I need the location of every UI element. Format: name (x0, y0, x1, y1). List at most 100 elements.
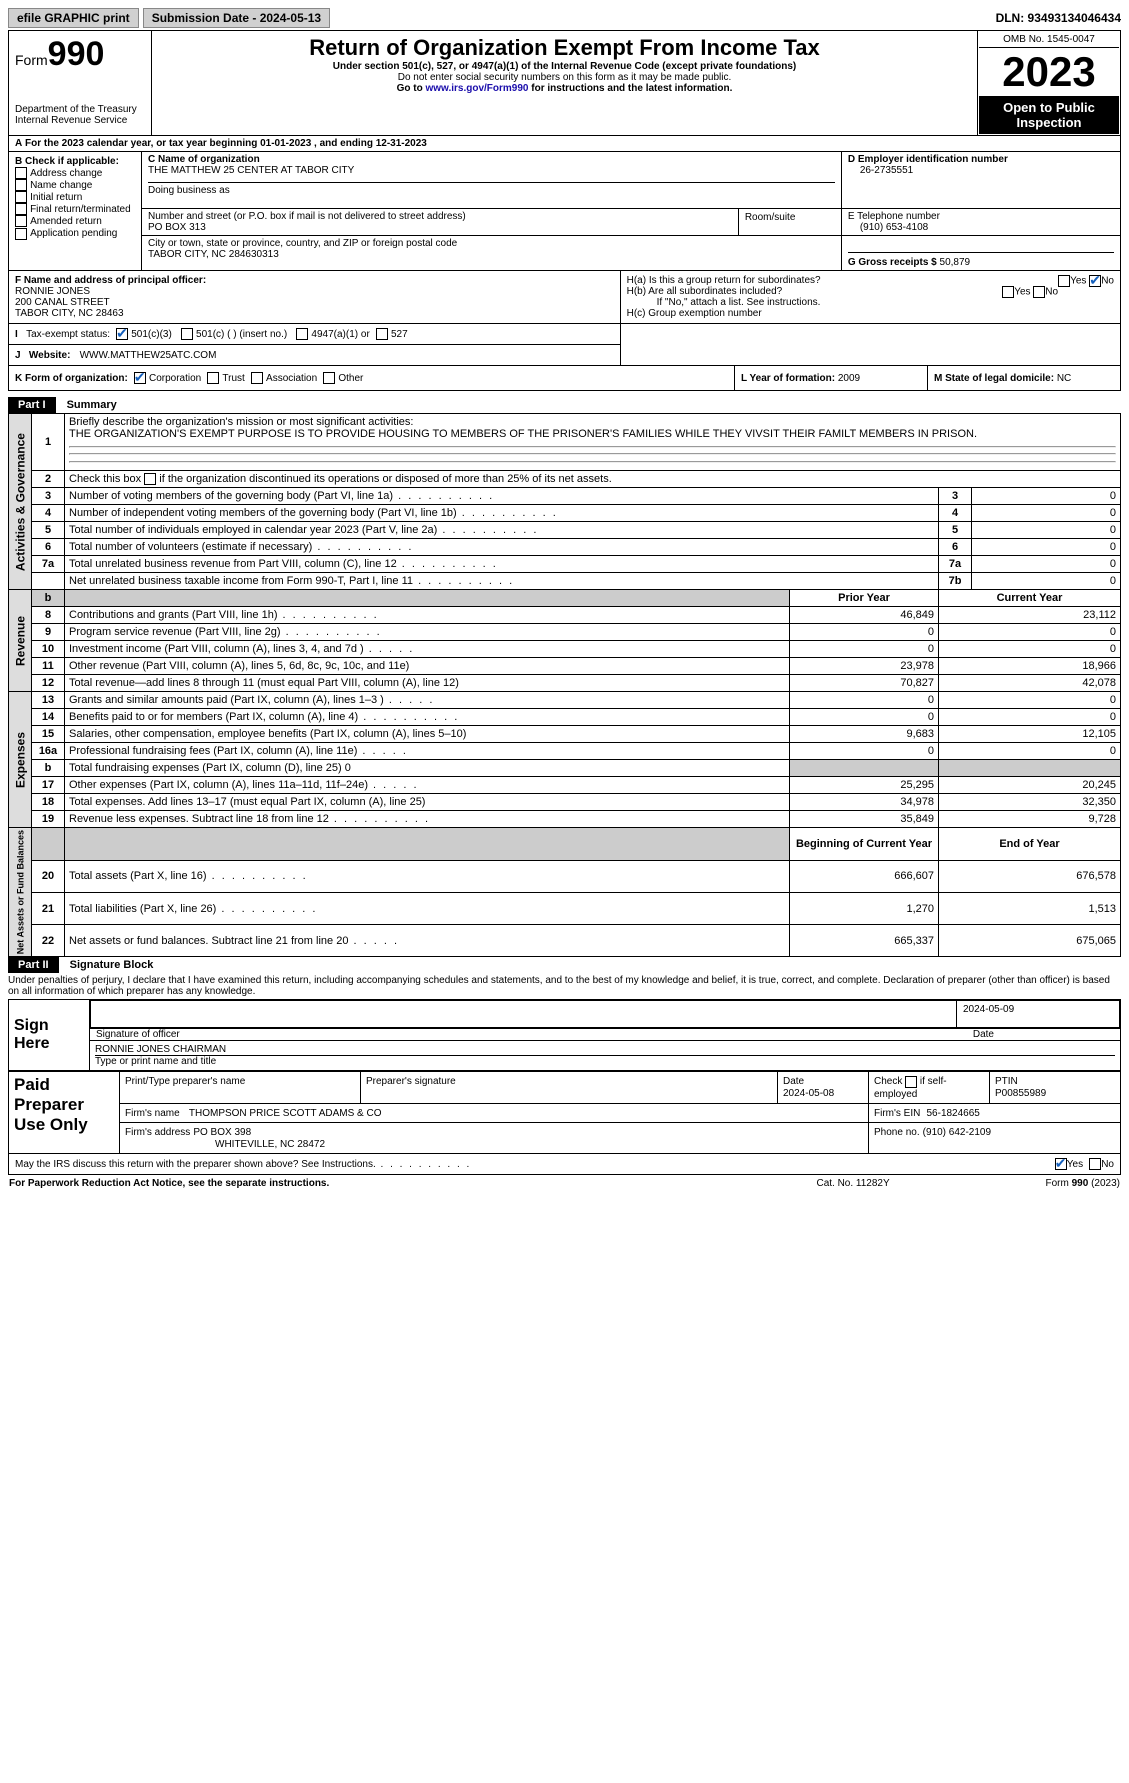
i-lbl: Tax-exempt status: (26, 329, 110, 340)
cb-app-pending[interactable] (15, 228, 27, 240)
cb-discuss-yes[interactable] (1055, 1158, 1067, 1170)
officer-block: F Name and address of principal officer:… (8, 271, 1121, 366)
l10: Investment income (Part VIII, column (A)… (69, 643, 414, 655)
m-lbl: M State of legal domicile: (934, 373, 1057, 384)
cb-address-change[interactable] (15, 167, 27, 179)
f-lbl: F Name and address of principal officer: (15, 275, 614, 286)
cb-other[interactable] (323, 372, 335, 384)
prep-sig-lbl: Preparer's signature (366, 1076, 456, 1087)
sign-here-block: Sign Here 2024-05-09 Signature of office… (8, 999, 1121, 1071)
cb-initial-return[interactable] (15, 191, 27, 203)
p12: 70,827 (790, 675, 939, 692)
l7a: Total unrelated business revenue from Pa… (69, 558, 498, 570)
l11: Other revenue (Part VIII, column (A), li… (69, 660, 409, 672)
l15: Salaries, other compensation, employee b… (69, 728, 466, 740)
officer-city: TABOR CITY, NC 28463 (15, 308, 614, 319)
sig-officer-lbl: Signature of officer (96, 1029, 180, 1040)
goto-line: Go to www.irs.gov/Form990 for instructio… (158, 83, 971, 94)
p15: 9,683 (790, 726, 939, 743)
c22: 675,065 (939, 925, 1121, 957)
line-a: A For the 2023 calendar year, or tax yea… (15, 138, 427, 149)
cb-527[interactable] (376, 328, 388, 340)
l-lbl: L Year of formation: (741, 373, 838, 384)
irs-link[interactable]: www.irs.gov/Form990 (425, 83, 528, 94)
cb-discontinued[interactable] (144, 473, 156, 485)
firm-addr-lbl: Firm's address (125, 1127, 190, 1138)
g-lbl: G Gross receipts $ (848, 257, 940, 268)
h-c: H(c) Group exemption number (627, 308, 1114, 319)
p21: 1,270 (790, 892, 939, 924)
cb-hb-yes[interactable] (1002, 286, 1014, 298)
perjury-decl: Under penalties of perjury, I declare th… (8, 973, 1121, 999)
cb-discuss-no[interactable] (1089, 1158, 1101, 1170)
hdr-end: End of Year (939, 828, 1121, 860)
p8: 46,849 (790, 607, 939, 624)
l2: Check this box if the organization disco… (69, 473, 612, 485)
discuss: May the IRS discuss this return with the… (15, 1159, 471, 1170)
c21: 1,513 (939, 892, 1121, 924)
cb-hb-no[interactable] (1033, 286, 1045, 298)
c15: 12,105 (939, 726, 1121, 743)
c20: 676,578 (939, 860, 1121, 892)
hdr-prior: Prior Year (790, 590, 939, 607)
l4: Number of independent voting members of … (69, 507, 558, 519)
h-a: H(a) Is this a group return for subordin… (627, 275, 1114, 286)
paid-preparer: Paid Preparer Use Only (9, 1072, 120, 1153)
cb-amended[interactable] (15, 215, 27, 227)
part2-title: Signature Block (62, 959, 154, 971)
cb-ha-yes[interactable] (1058, 275, 1070, 287)
l20: Total assets (Part X, line 16) (69, 870, 308, 882)
h-b-note: If "No," attach a list. See instructions… (627, 297, 1114, 308)
ein: 26-2735551 (848, 165, 1114, 176)
room-lbl: Room/suite (745, 212, 796, 223)
c-name-lbl: C Name of organization (148, 154, 835, 165)
v6: 0 (972, 539, 1121, 556)
c9: 0 (939, 624, 1121, 641)
hdr-curr: Current Year (939, 590, 1121, 607)
l19: Revenue less expenses. Subtract line 18 … (69, 813, 430, 825)
cb-trust[interactable] (207, 372, 219, 384)
cb-corp[interactable] (134, 372, 146, 384)
dba-lbl: Doing business as (148, 182, 835, 196)
l16a: Professional fundraising fees (Part IX, … (69, 745, 408, 757)
irs-label: Internal Revenue Service (15, 115, 145, 126)
l12: Total revenue—add lines 8 through 11 (mu… (69, 677, 459, 689)
dln: DLN: 93493134046434 (996, 11, 1121, 25)
cb-final-return[interactable] (15, 203, 27, 215)
cb-501c[interactable] (181, 328, 193, 340)
l21: Total liabilities (Part X, line 26) (69, 903, 317, 915)
b-label: B Check if applicable: (15, 156, 135, 167)
tab-netassets: Net Assets or Fund Balances (9, 828, 32, 957)
c10: 0 (939, 641, 1121, 658)
prep-date-lbl: Date (783, 1076, 804, 1087)
submission-date: Submission Date - 2024-05-13 (143, 8, 330, 28)
cb-assoc[interactable] (251, 372, 263, 384)
p17: 25,295 (790, 777, 939, 794)
website: WWW.MATTHEW25ATC.COM (80, 350, 217, 361)
cb-ha-no[interactable] (1089, 275, 1101, 287)
firm-name-lbl: Firm's name (125, 1108, 180, 1119)
d-lbl: D Employer identification number (848, 154, 1114, 165)
cb-name-change[interactable] (15, 179, 27, 191)
cb-self-emp[interactable] (905, 1076, 917, 1088)
firm-addr2: WHITEVILLE, NC 28472 (125, 1139, 325, 1150)
part1-label: Part I (8, 397, 56, 413)
form-header: Form990 Department of the Treasury Inter… (8, 30, 1121, 136)
cb-4947[interactable] (296, 328, 308, 340)
cb-501c3[interactable] (116, 328, 128, 340)
efile-print-button[interactable]: efile GRAPHIC print (8, 8, 139, 28)
p13: 0 (790, 692, 939, 709)
l17: Other expenses (Part IX, column (A), lin… (69, 779, 419, 791)
mission: THE ORGANIZATION'S EXEMPT PURPOSE IS TO … (69, 428, 977, 440)
c17: 20,245 (939, 777, 1121, 794)
part2-label: Part II (8, 957, 59, 973)
c16a: 0 (939, 743, 1121, 760)
p14: 0 (790, 709, 939, 726)
tab-expenses: Expenses (9, 692, 32, 828)
c8: 23,112 (939, 607, 1121, 624)
pt-lbl: Print/Type preparer's name (125, 1076, 245, 1087)
l14: Benefits paid to or for members (Part IX… (69, 711, 459, 723)
self-emp: Check if self-employed (874, 1076, 947, 1099)
street-lbl: Number and street (or P.O. box if mail i… (148, 211, 732, 222)
l16b: Total fundraising expenses (Part IX, col… (69, 762, 351, 774)
